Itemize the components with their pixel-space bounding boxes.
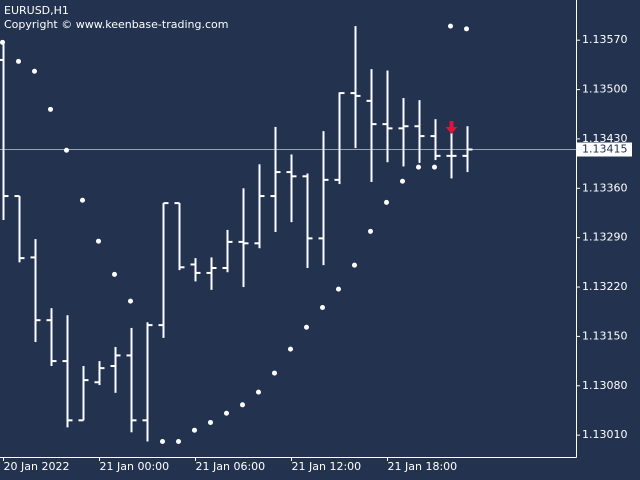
sar-dot — [192, 427, 197, 433]
sar-dot — [448, 23, 453, 29]
sar-dot — [400, 178, 405, 184]
last-price-label: 1.13415 — [582, 143, 628, 156]
sar-dot — [256, 389, 261, 395]
sar-dot — [288, 346, 293, 352]
y-tick-label: 1.13430 — [582, 132, 628, 145]
sar-dot — [16, 58, 21, 64]
sar-dot — [64, 147, 69, 153]
sar-dot — [304, 324, 309, 330]
sar-dot — [368, 228, 373, 234]
sar-dot — [0, 39, 5, 45]
x-tick-label: 21 Jan 12:00 — [292, 460, 362, 473]
sar-dot — [96, 238, 101, 244]
x-tick-label: 21 Jan 00:00 — [100, 460, 170, 473]
sell-arrow — [445, 120, 458, 134]
y-tick-label: 1.13220 — [582, 280, 628, 293]
x-tick-label: 21 Jan 06:00 — [196, 460, 266, 473]
sar-dot — [432, 164, 437, 170]
y-tick-label: 1.13010 — [582, 428, 628, 441]
y-tick-label: 1.13570 — [582, 33, 628, 46]
sar-dot — [384, 199, 389, 205]
x-tick-label: 21 Jan 18:00 — [388, 460, 458, 473]
y-tick-label: 1.13290 — [582, 231, 628, 244]
sar-dot — [176, 438, 181, 444]
y-tick-label: 1.13150 — [582, 329, 628, 342]
sar-dot — [464, 26, 469, 32]
sar-dot — [208, 419, 213, 425]
x-tick-label: 20 Jan 2022 — [4, 460, 70, 473]
sar-dot — [112, 271, 117, 277]
sar-dot — [48, 106, 53, 112]
chart-subtitle: Copyright © www.keenbase-trading.com — [4, 18, 228, 31]
sar-dot — [320, 304, 325, 310]
last-price-box — [577, 142, 632, 157]
chart-title: EURUSD,H1 — [4, 4, 69, 17]
sar-dot — [160, 438, 165, 444]
sar-dot — [336, 286, 341, 292]
sar-dot — [224, 410, 229, 416]
y-tick-label: 1.13360 — [582, 181, 628, 194]
sar-dot — [128, 298, 133, 304]
sar-dot — [240, 402, 245, 408]
sar-dot — [416, 164, 421, 170]
sar-dot — [352, 262, 357, 268]
sar-dot — [80, 197, 85, 203]
y-tick-label: 1.13500 — [582, 83, 628, 96]
sar-dot — [272, 370, 277, 376]
y-tick-label: 1.13080 — [582, 379, 628, 392]
sar-dot — [32, 68, 37, 74]
